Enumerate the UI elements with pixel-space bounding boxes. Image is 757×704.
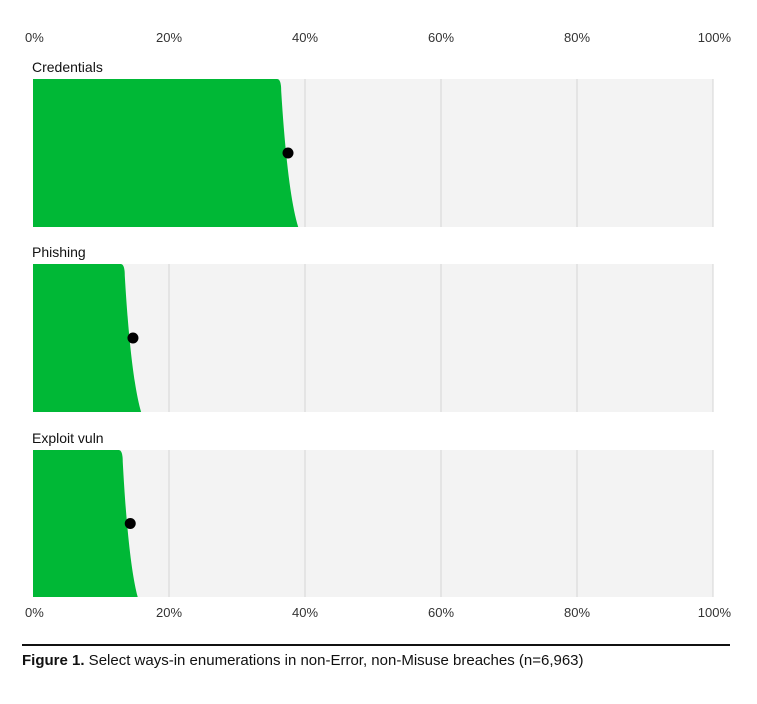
credentials-label: Credentials [32,59,103,75]
figure-caption: Figure 1. Select ways-in enumerations in… [22,644,730,670]
top-axis-tick-label: 0% [25,30,44,45]
credentials-area [33,79,299,227]
credentials-point [282,147,294,159]
phishing-panel [33,264,713,412]
exploit-vuln-area [33,450,138,597]
phishing-point [127,332,139,344]
chart: 0% 20% 40% 60% 80% 100% 0% 20% 40% 60% 80% 100% Cred… [25,30,732,620]
bottom-axis-tick-label: 60% [428,605,454,620]
caption-label: Figure 1. [22,652,85,669]
bottom-axis-tick-label: 100% [698,605,732,620]
top-axis-tick-label: 60% [428,30,454,45]
phishing-label: Phishing [32,244,86,260]
caption-text: Select ways-in enumerations in non-Error… [84,652,584,669]
exploit-vuln-label: Exploit vuln [32,430,104,446]
exploit-vuln-point [124,518,136,529]
top-axis-tick-label: 100% [698,30,732,45]
top-axis-tick-label: 40% [292,30,318,45]
bottom-axis-tick-label: 0% [25,605,44,620]
bottom-axis-tick-label: 20% [156,605,182,620]
bottom-axis-tick-label: 40% [292,605,318,620]
top-axis-tick-label: 80% [564,30,590,45]
bottom-axis-tick-label: 80% [564,605,590,620]
phishing-area [33,264,142,412]
top-axis-tick-label: 20% [156,30,182,45]
exploit-vuln-panel [33,450,713,597]
